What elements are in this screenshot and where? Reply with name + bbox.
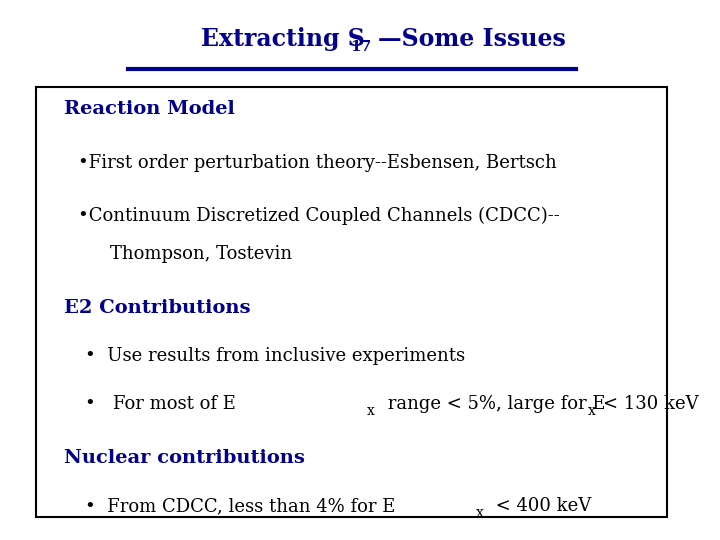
Text: E2 Contributions: E2 Contributions [65,299,251,316]
Text: x: x [476,506,484,520]
Text: •  From CDCC, less than 4% for E: • From CDCC, less than 4% for E [86,497,396,515]
Text: Nuclear contributions: Nuclear contributions [65,449,305,467]
Text: •First order perturbation theory--Esbensen, Bertsch: •First order perturbation theory--Esbens… [78,153,557,172]
FancyBboxPatch shape [37,87,667,517]
Text: x: x [367,404,375,418]
Text: x: x [588,404,596,418]
Text: Thompson, Tostevin: Thompson, Tostevin [110,245,292,263]
Text: —Some Issues: —Some Issues [378,27,566,51]
Text: Reaction Model: Reaction Model [65,100,235,118]
Text: •  Use results from inclusive experiments: • Use results from inclusive experiments [86,347,466,365]
Text: range < 5%, large for E: range < 5%, large for E [382,395,606,413]
Text: < 130 keV: < 130 keV [603,395,698,413]
Text: 17: 17 [350,40,371,54]
Text: •   For most of E: • For most of E [86,395,236,413]
Text: •Continuum Discretized Coupled Channels (CDCC)--: •Continuum Discretized Coupled Channels … [78,207,560,225]
Text: Extracting S: Extracting S [201,27,365,51]
Text: < 400 keV: < 400 keV [490,497,591,515]
